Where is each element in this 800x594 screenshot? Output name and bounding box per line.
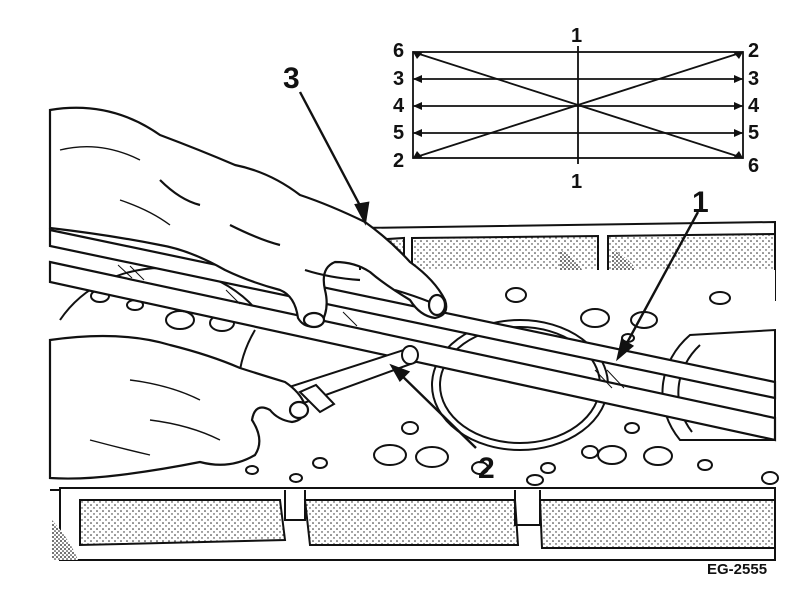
arrowheads <box>413 52 743 158</box>
grid-label-left-3: 3 <box>393 68 404 90</box>
leader-3 <box>298 91 367 216</box>
grid-label-left-5: 5 <box>393 122 404 144</box>
figure-code: EG-2555 <box>707 561 767 578</box>
grid-label-right-4: 4 <box>748 95 760 117</box>
grid-label-right-5: 5 <box>748 122 759 144</box>
upper-hand <box>48 106 448 329</box>
grid-label-right-6: 6 <box>748 155 759 177</box>
leader-2 <box>395 369 477 449</box>
callout-3: 3 <box>283 62 300 95</box>
grid-label-left-6: 6 <box>393 40 404 62</box>
grid-label-top: 1 <box>571 25 582 47</box>
grid-label-right-3: 3 <box>748 68 759 90</box>
grid-label-bottom: 1 <box>571 171 582 193</box>
callout-leaders <box>298 91 700 449</box>
grid-label-left-2: 2 <box>393 150 404 172</box>
callout-1: 1 <box>692 186 709 219</box>
grid-label-right-2: 2 <box>748 40 759 62</box>
leader-1 <box>620 211 700 353</box>
grid-label-left-4: 4 <box>393 95 405 117</box>
lower-hand <box>48 334 310 480</box>
callout-2: 2 <box>478 452 495 485</box>
measurement-pattern-diagram <box>412 46 744 164</box>
